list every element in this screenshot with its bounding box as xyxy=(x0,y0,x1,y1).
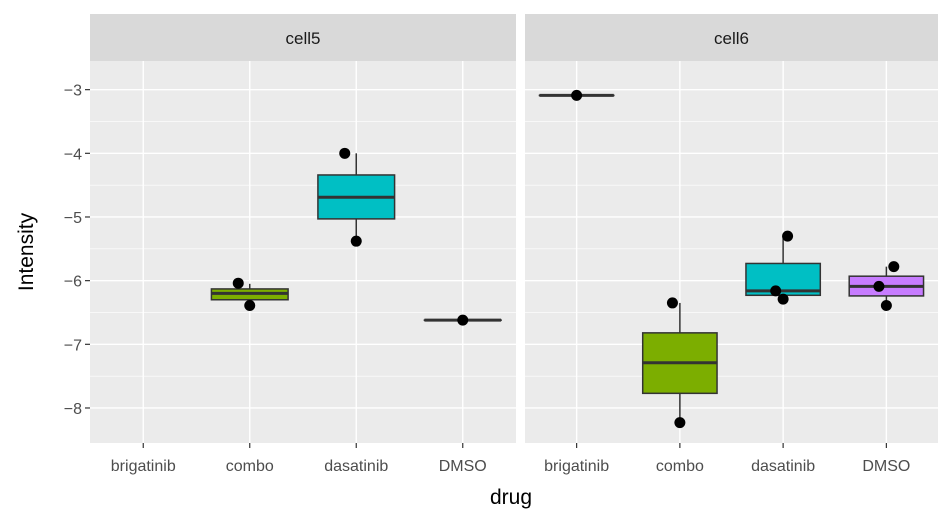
data-point xyxy=(457,314,469,326)
x-tick-label: dasatinib xyxy=(324,458,388,475)
box-dasatinib xyxy=(745,236,822,300)
data-point xyxy=(880,299,892,311)
x-tick-label: DMSO xyxy=(862,458,910,475)
y-tick-label: −8 xyxy=(64,401,82,418)
x-tick-label: brigatinib xyxy=(111,458,176,475)
x-axis: brigatinib combo dasatinib DMSO brigatinib co… xyxy=(111,443,910,475)
data-point xyxy=(666,297,678,309)
data-point xyxy=(777,293,789,305)
facet-panel-cell5: cell5 xyxy=(90,14,516,443)
data-point xyxy=(571,89,583,101)
facet-panel-cell6: cell6 xyxy=(525,14,938,443)
box-DMSO xyxy=(848,266,925,306)
y-axis-title: Intensity xyxy=(15,212,38,291)
y-tick-label: −5 xyxy=(64,210,82,227)
y-tick-label: −3 xyxy=(64,83,82,100)
facet-strip-label: cell5 xyxy=(286,29,321,48)
data-point xyxy=(232,277,244,289)
y-tick-label: −6 xyxy=(64,274,82,291)
data-point xyxy=(770,285,782,297)
x-tick-label: DMSO xyxy=(439,458,487,475)
x-tick-label: combo xyxy=(226,458,274,475)
data-point xyxy=(244,299,256,311)
data-point xyxy=(674,417,686,429)
data-point xyxy=(339,147,351,159)
facet-strip xyxy=(525,14,938,61)
data-point xyxy=(888,261,900,273)
panel-background xyxy=(90,61,516,443)
box-combo xyxy=(641,302,718,423)
facet-strip xyxy=(90,14,516,61)
y-tick-label: −4 xyxy=(64,146,82,163)
x-axis-title: drug xyxy=(490,486,532,509)
box-dasatinib xyxy=(317,153,396,242)
x-tick-label: dasatinib xyxy=(751,458,815,475)
data-point xyxy=(782,230,794,242)
data-point xyxy=(350,235,362,247)
panel-background xyxy=(525,61,938,443)
data-point xyxy=(873,280,885,292)
box-combo xyxy=(210,283,289,301)
facet-strip-label: cell6 xyxy=(714,29,749,48)
facet-panels: cell5 cell6 xyxy=(90,14,938,443)
y-tick-label: −7 xyxy=(64,337,82,354)
x-tick-label: brigatinib xyxy=(544,458,609,475)
x-tick-label: combo xyxy=(656,458,704,475)
y-axis: −8 −7 −6 −5 −4 −3 xyxy=(64,83,90,418)
